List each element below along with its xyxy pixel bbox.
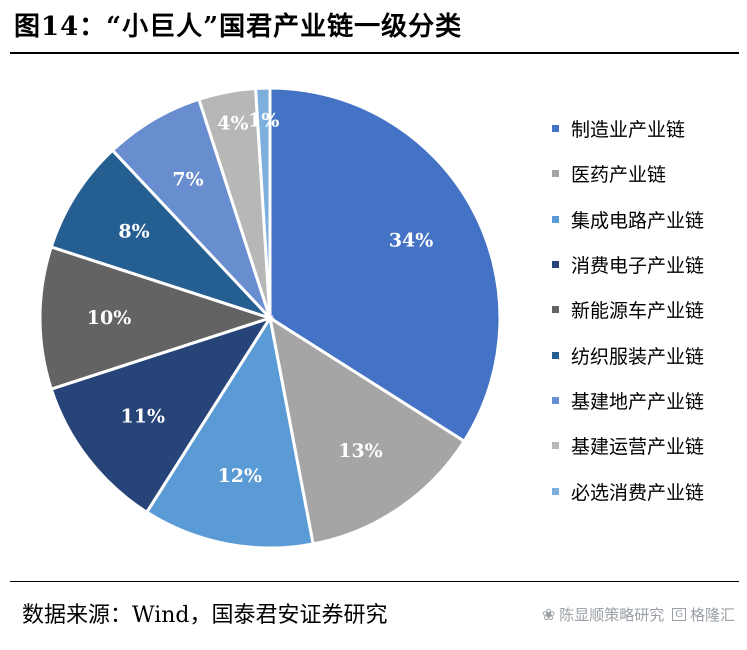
legend-label: 基建地产产业链 bbox=[571, 390, 705, 413]
legend-swatch bbox=[552, 396, 559, 404]
slice-data-label: 13% bbox=[338, 440, 383, 462]
legend-item: 基建地产产业链 bbox=[552, 378, 704, 423]
pie-slice bbox=[49, 148, 272, 320]
legend-label: 集成电路产业链 bbox=[571, 209, 705, 232]
pie-slice bbox=[144, 313, 315, 550]
legend-label: 制造业产业链 bbox=[571, 119, 686, 142]
legend-swatch bbox=[552, 487, 559, 495]
legend-item: 新能源车产业链 bbox=[552, 287, 704, 332]
legend-label: 消费电子产业链 bbox=[571, 255, 705, 278]
legend-item: 纺织服装产业链 bbox=[552, 332, 704, 377]
legend-item: 集成电路产业链 bbox=[552, 197, 704, 242]
title-divider bbox=[10, 52, 739, 54]
watermark: ❀ 陈显顺策略研究 G 格隆汇 bbox=[542, 604, 735, 625]
pie-slice bbox=[110, 97, 272, 320]
legend-item: 消费电子产业链 bbox=[552, 242, 704, 287]
wechat-icon: ❀ bbox=[541, 605, 556, 624]
slice-data-label: 1% bbox=[248, 109, 279, 131]
slice-data-label: 11% bbox=[121, 406, 166, 428]
chart-title: 图14：“小巨人”国君产业链一级分类 bbox=[14, 12, 463, 42]
slice-data-label: 8% bbox=[118, 221, 149, 243]
legend-label: 医药产业链 bbox=[571, 164, 667, 187]
pie-slice bbox=[49, 315, 274, 515]
pie-slice bbox=[267, 314, 467, 546]
legend-swatch bbox=[552, 215, 559, 223]
legend-item: 必选消费产业链 bbox=[552, 468, 704, 513]
watermark-text: 陈显顺策略研究 bbox=[559, 606, 665, 624]
legend-swatch bbox=[552, 351, 559, 359]
slice-data-label: 12% bbox=[218, 465, 263, 487]
watermark-brand: 格隆汇 bbox=[689, 606, 735, 624]
slice-data-label: 7% bbox=[172, 168, 203, 190]
legend-label: 必选消费产业链 bbox=[571, 481, 705, 504]
pie-slice bbox=[38, 245, 275, 391]
legend-label: 基建运营产业链 bbox=[571, 436, 705, 459]
slice-data-label: 34% bbox=[389, 229, 434, 251]
pie-chart: 34% 13% 12% 11% 10% 8% 7% 4% 1% bbox=[38, 86, 502, 550]
slice-data-label: 4% bbox=[217, 113, 248, 135]
legend-swatch bbox=[552, 306, 559, 314]
source-note: 数据来源：Wind，国泰君安证券研究 bbox=[22, 603, 388, 628]
legend-label: 纺织服装产业链 bbox=[571, 345, 705, 368]
legend-swatch bbox=[552, 261, 559, 269]
legend-label: 新能源车产业链 bbox=[571, 300, 705, 323]
pie-slice bbox=[253, 86, 272, 319]
legend-swatch bbox=[552, 442, 559, 450]
slice-data-label: 10% bbox=[87, 307, 132, 329]
legend-swatch bbox=[552, 170, 559, 178]
chart-legend: 制造业产业链 医药产业链集成电路产业链 消费电子产业链 新能源车产业链 纺织服装产业链基… bbox=[552, 106, 704, 514]
legend-item: 医药产业链 bbox=[552, 151, 704, 196]
legend-swatch bbox=[552, 125, 559, 133]
source-divider bbox=[10, 581, 739, 582]
brand-logo-icon: G bbox=[672, 608, 686, 621]
legend-item: 基建运营产业链 bbox=[552, 423, 704, 468]
legend-item: 制造业产业链 bbox=[552, 106, 704, 151]
